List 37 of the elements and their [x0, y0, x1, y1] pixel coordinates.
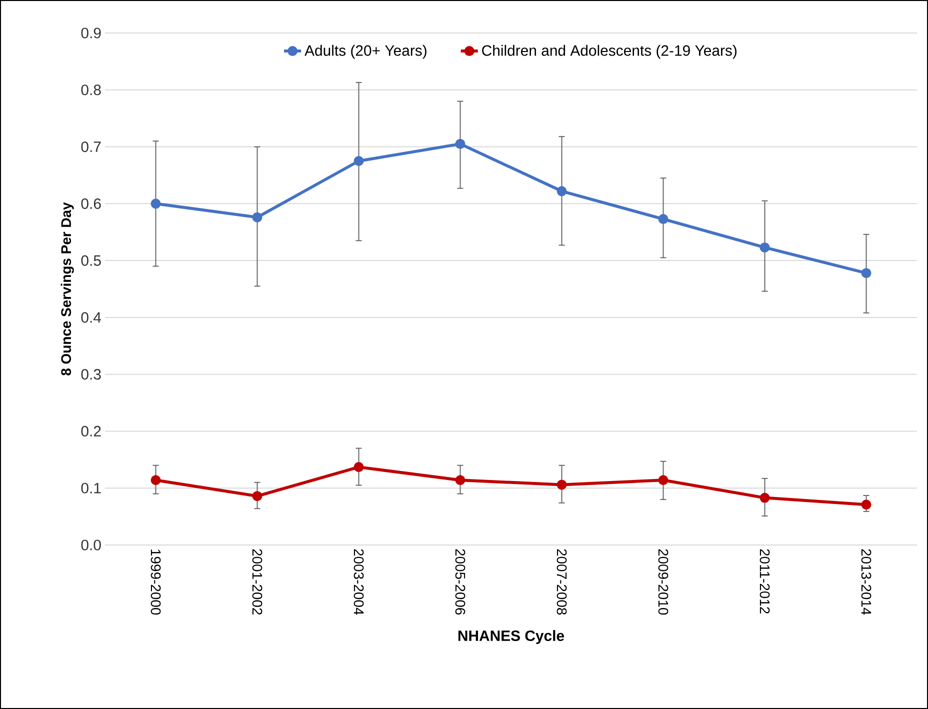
- point: [760, 242, 770, 252]
- point: [455, 138, 466, 149]
- point: [861, 268, 872, 278]
- point: [150, 475, 161, 486]
- x-tick-label: 1999-2000: [150, 550, 161, 615]
- y-tick-label: 0.2: [81, 426, 101, 437]
- point: [455, 475, 466, 486]
- legend-label: Children and Adolescents (2-19 Years): [482, 44, 736, 59]
- point: [556, 186, 567, 196]
- y-tick-label: 0.0: [81, 540, 101, 550]
- x-tick-label: 2007-2008: [556, 549, 567, 615]
- point: [658, 214, 668, 224]
- x-tick-label: 2013-2014: [861, 549, 872, 615]
- x-tick-label: 2003-2004: [354, 549, 364, 615]
- point: [354, 156, 364, 166]
- x-tick-label: 2001-2002: [252, 549, 262, 615]
- y-tick-label: 0.6: [81, 198, 101, 209]
- y-axis-title: 8 Ounce Servings Per Day: [60, 202, 74, 376]
- point: [556, 480, 567, 490]
- y-tick-label: 0.4: [81, 312, 102, 323]
- y-tick-label: 0.5: [81, 255, 101, 266]
- point: [150, 198, 161, 209]
- point: [354, 462, 364, 472]
- point: [252, 212, 262, 222]
- point: [760, 492, 770, 503]
- point: [252, 491, 262, 502]
- y-tick-label: 0.1: [81, 482, 101, 494]
- point: [658, 475, 668, 486]
- x-tick-label: 2009-2010: [658, 549, 668, 615]
- y-tick-label: 0.8: [81, 84, 101, 96]
- y-tick-label: 0.7: [81, 141, 101, 152]
- x-axis-title: NHANES Cycle: [458, 630, 564, 644]
- x-tick-label: 2005-2006: [455, 549, 466, 615]
- y-tick-label: 0.9: [81, 28, 101, 38]
- x-tick-label: 2011-2012: [760, 549, 770, 614]
- y-tick-label: 0.3: [81, 369, 101, 380]
- legend-label: Adults (20+ Years): [304, 44, 426, 59]
